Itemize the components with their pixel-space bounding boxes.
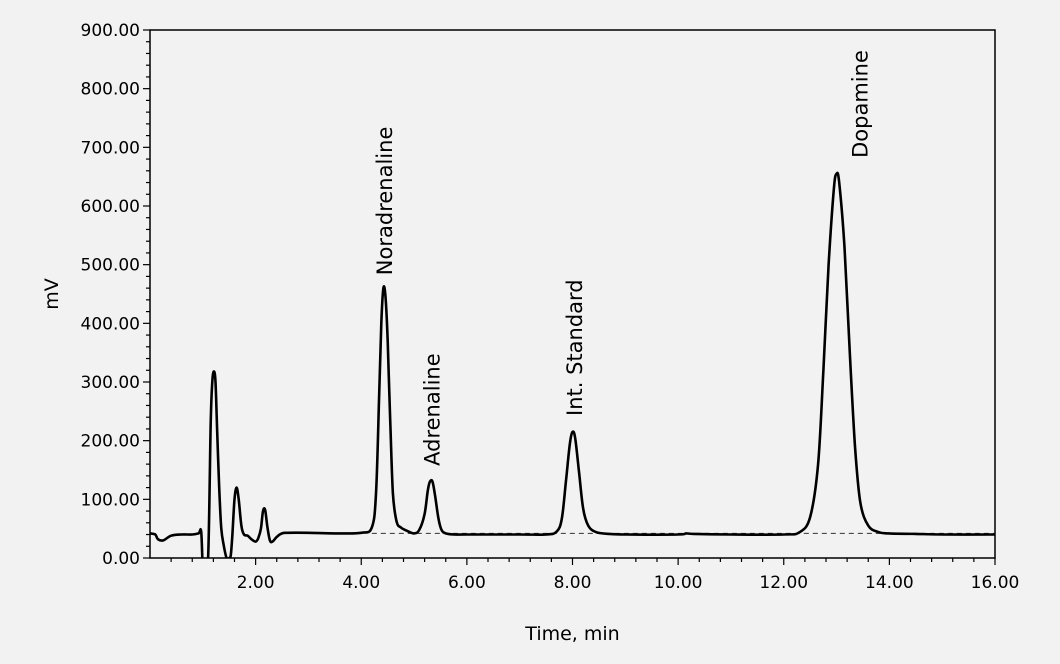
y-tick-label: 700.00: [81, 138, 140, 158]
y-tick-label: 0.00: [102, 549, 140, 569]
x-tick-label: 2.00: [237, 573, 275, 593]
x-tick-label: 16.00: [971, 573, 1020, 593]
peak-label: Noradrenaline: [373, 127, 397, 276]
peak-label: Dopamine: [848, 50, 872, 158]
x-tick-label: 6.00: [448, 573, 486, 593]
y-tick-label: 800.00: [81, 80, 140, 100]
y-tick-label: 100.00: [81, 490, 140, 510]
chromatogram-trace: [150, 171, 995, 558]
x-tick-label: 10.00: [654, 573, 703, 593]
y-tick-label: 300.00: [81, 373, 140, 393]
y-tick-label: 500.00: [81, 256, 140, 276]
peak-label: Int. Standard: [563, 279, 587, 416]
y-tick-label: 200.00: [81, 432, 140, 452]
peak-label: Adrenaline: [421, 353, 445, 466]
x-tick-label: 12.00: [759, 573, 808, 593]
x-tick-label: 4.00: [342, 573, 380, 593]
y-axis-title: mV: [41, 278, 63, 310]
x-axis-title: Time, min: [524, 623, 619, 645]
y-tick-label: 900.00: [81, 21, 140, 41]
y-tick-label: 600.00: [81, 197, 140, 217]
y-tick-label: 400.00: [81, 314, 140, 334]
x-tick-label: 8.00: [554, 573, 592, 593]
annotations-group: Noradrenaline Adrenaline Int. Standard Dopa…: [373, 50, 872, 466]
ticks-group: 0.00 100.00 200.00 300.00 400.00 500.00 600.00…: [81, 21, 1020, 593]
x-tick-label: 14.00: [865, 573, 914, 593]
series-group: [150, 171, 995, 558]
